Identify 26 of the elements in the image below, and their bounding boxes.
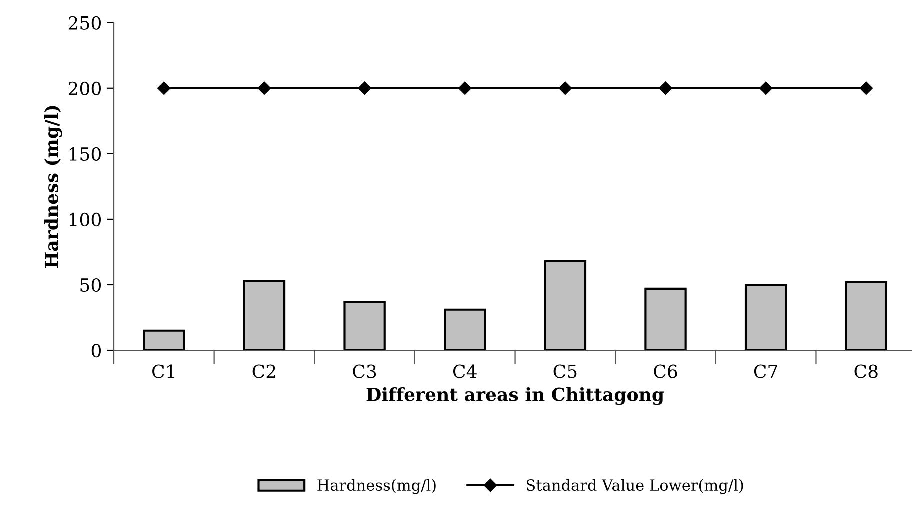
x-tick-label: C3 <box>353 364 376 378</box>
bar <box>644 288 687 351</box>
y-tick-label: 250 <box>68 16 101 30</box>
bar <box>243 280 286 351</box>
bar <box>444 308 486 351</box>
y-axis-title: Hardness (mg/l) <box>44 106 62 268</box>
legend-label: Standard Value Lower(mg/l) <box>526 479 744 494</box>
y-tick-label: 200 <box>68 82 101 96</box>
x-tick-label: C1 <box>152 364 174 378</box>
x-tick-label: C5 <box>554 364 577 378</box>
x-tick-label: C4 <box>453 364 477 378</box>
bar <box>544 260 587 351</box>
y-tick-label: 0 <box>92 344 101 358</box>
bar <box>744 284 788 351</box>
x-tick-label: C7 <box>754 364 778 378</box>
bar <box>143 330 186 351</box>
bar <box>845 281 888 351</box>
y-tick-label: 150 <box>70 147 101 162</box>
x-axis-title: Different areas in Chittagong <box>366 387 664 406</box>
x-tick-label: C6 <box>654 364 678 378</box>
x-tick-label: C8 <box>854 364 878 378</box>
legend-label: Hardness(mg/l) <box>318 479 436 494</box>
y-tick-label: 50 <box>80 278 101 292</box>
bar <box>344 300 386 351</box>
x-tick-label: C2 <box>252 364 276 378</box>
y-tick-label: 100 <box>70 212 101 227</box>
